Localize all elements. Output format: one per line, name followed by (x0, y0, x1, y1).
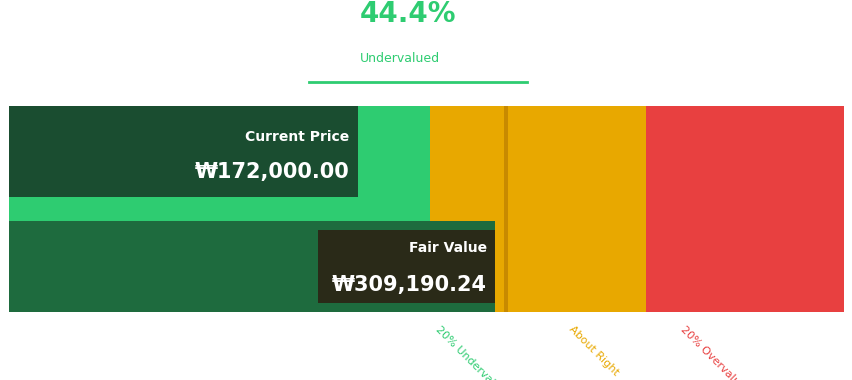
Text: 20% Undervalued: 20% Undervalued (434, 324, 511, 380)
Text: 44.4%: 44.4% (360, 0, 456, 28)
Bar (9, 221, 494, 312)
Bar (318, 230, 494, 303)
Text: Current Price: Current Price (245, 130, 349, 144)
Text: About Right: About Right (566, 324, 619, 378)
Bar (645, 106, 843, 312)
Text: Fair Value: Fair Value (408, 241, 486, 255)
Text: ₩309,190.24: ₩309,190.24 (331, 275, 486, 295)
Bar (429, 106, 645, 312)
Text: Undervalued: Undervalued (360, 52, 440, 65)
Bar (9, 106, 358, 197)
Text: 20% Overvalued: 20% Overvalued (678, 324, 751, 380)
Text: ₩172,000.00: ₩172,000.00 (194, 162, 349, 182)
Bar (9, 106, 429, 312)
Bar (504, 106, 507, 312)
